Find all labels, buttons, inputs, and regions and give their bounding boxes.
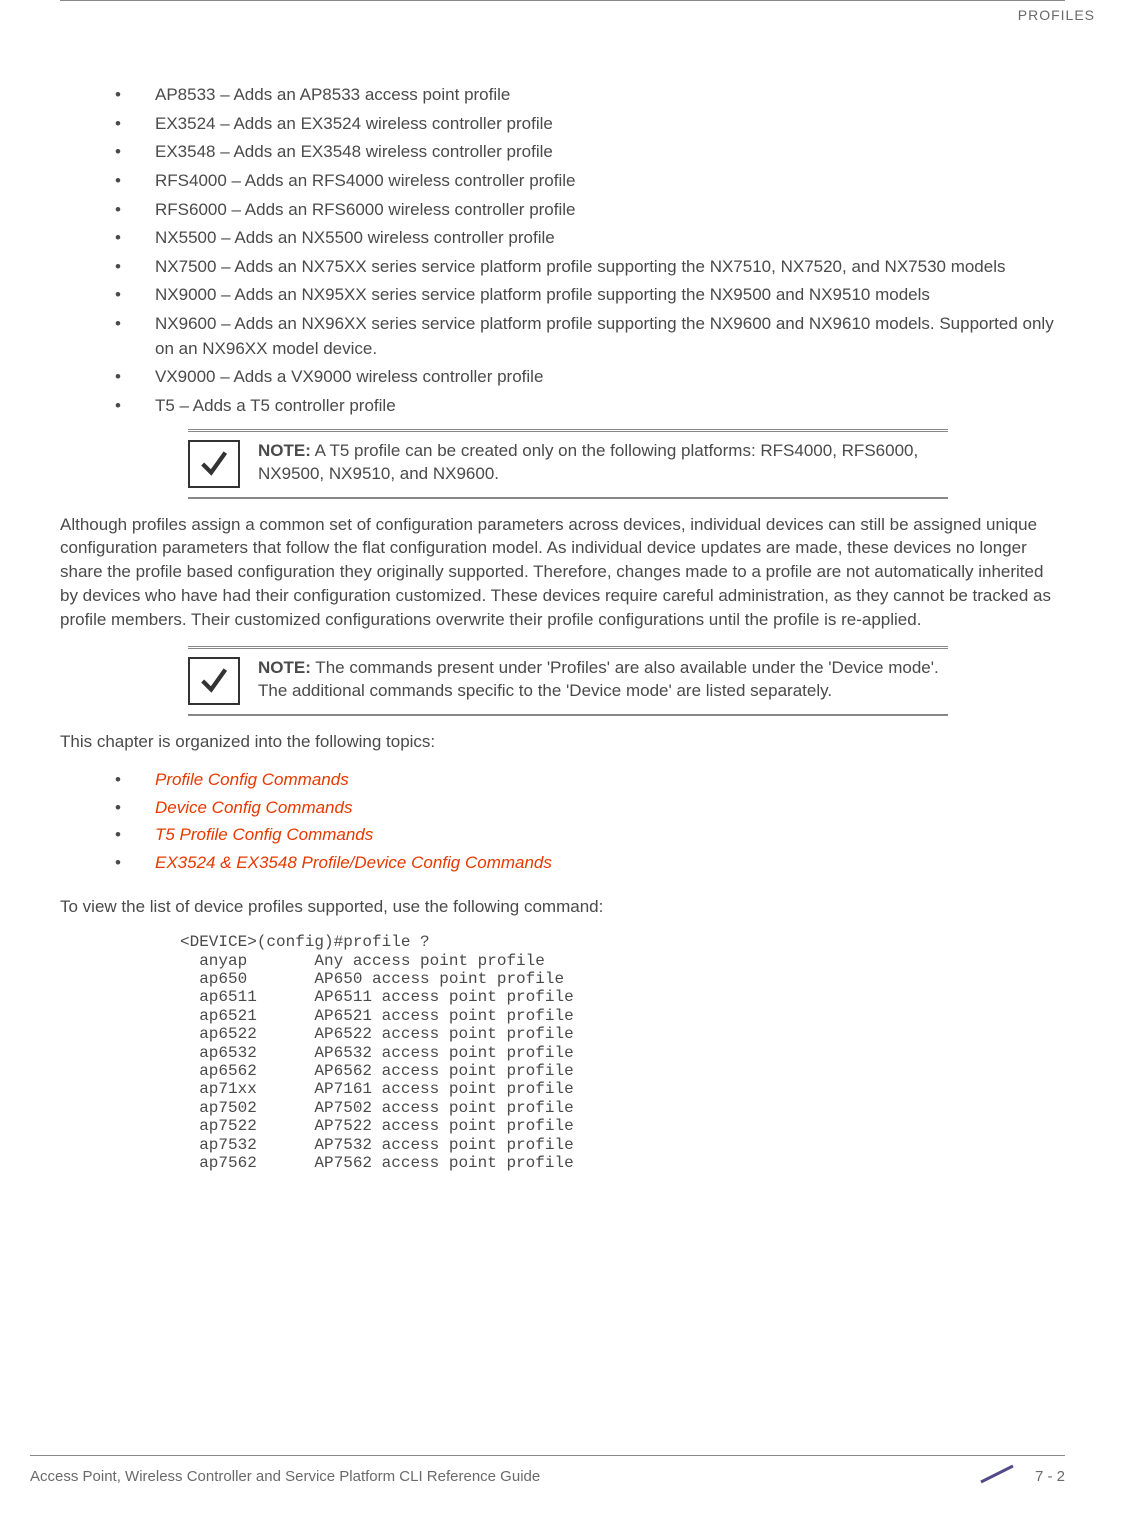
checkmark-icon <box>188 657 240 705</box>
list-item: NX9600 – Adds an NX96XX series service p… <box>115 312 1065 361</box>
paragraph: This chapter is organized into the follo… <box>60 730 1065 754</box>
list-item: AP8533 – Adds an AP8533 access point pro… <box>115 83 1065 108</box>
note-label: NOTE: <box>258 441 311 460</box>
note-callout-1: NOTE: A T5 profile can be created only o… <box>188 429 948 499</box>
list-item: Profile Config Commands <box>115 767 1065 793</box>
topic-link[interactable]: T5 Profile Config Commands <box>155 825 373 844</box>
note-rule <box>188 715 948 716</box>
note-rule <box>188 429 948 430</box>
list-item: NX5500 – Adds an NX5500 wireless control… <box>115 226 1065 251</box>
list-item: NX7500 – Adds an NX75XX series service p… <box>115 255 1065 280</box>
list-item: EX3548 – Adds an EX3548 wireless control… <box>115 140 1065 165</box>
header-section-label: PROFILES <box>60 7 1095 23</box>
topic-link-list: Profile Config Commands Device Config Co… <box>115 767 1065 875</box>
list-item: NX9000 – Adds an NX95XX series service p… <box>115 283 1065 308</box>
topic-link[interactable]: Device Config Commands <box>155 798 352 817</box>
page-number: 7 - 2 <box>973 1464 1065 1488</box>
page-footer: Access Point, Wireless Controller and Se… <box>0 1455 1125 1488</box>
checkmark-icon <box>188 440 240 488</box>
topic-link[interactable]: Profile Config Commands <box>155 770 349 789</box>
note-body: A T5 profile can be created only on the … <box>258 441 918 483</box>
note-rule <box>188 498 948 499</box>
profile-bullet-list: AP8533 – Adds an AP8533 access point pro… <box>115 83 1065 419</box>
list-item: T5 Profile Config Commands <box>115 822 1065 848</box>
paragraph: To view the list of device profiles supp… <box>60 895 1065 919</box>
paragraph: Although profiles assign a common set of… <box>60 513 1065 632</box>
note-text: NOTE: The commands present under 'Profil… <box>258 657 948 703</box>
list-item: EX3524 & EX3548 Profile/Device Config Co… <box>115 850 1065 876</box>
note-body: The commands present under 'Profiles' ar… <box>258 658 939 700</box>
note-text: NOTE: A T5 profile can be created only o… <box>258 440 948 486</box>
note-rule <box>188 646 948 647</box>
footer-title: Access Point, Wireless Controller and Se… <box>30 1468 540 1485</box>
list-item: RFS6000 – Adds an RFS6000 wireless contr… <box>115 198 1065 223</box>
topic-link[interactable]: EX3524 & EX3548 Profile/Device Config Co… <box>155 853 552 872</box>
list-item: Device Config Commands <box>115 795 1065 821</box>
note-callout-2: NOTE: The commands present under 'Profil… <box>188 646 948 716</box>
list-item: T5 – Adds a T5 controller profile <box>115 394 1065 419</box>
header-rule <box>60 0 1065 1</box>
note-label: NOTE: <box>258 658 311 677</box>
cli-code-block: <DEVICE>(config)#profile ? anyap Any acc… <box>180 933 1065 1172</box>
slash-icon <box>973 1464 1021 1488</box>
list-item: VX9000 – Adds a VX9000 wireless controll… <box>115 365 1065 390</box>
page-number-text: 7 - 2 <box>1035 1468 1065 1485</box>
list-item: RFS4000 – Adds an RFS4000 wireless contr… <box>115 169 1065 194</box>
footer-rule <box>30 1455 1065 1456</box>
list-item: EX3524 – Adds an EX3524 wireless control… <box>115 112 1065 137</box>
